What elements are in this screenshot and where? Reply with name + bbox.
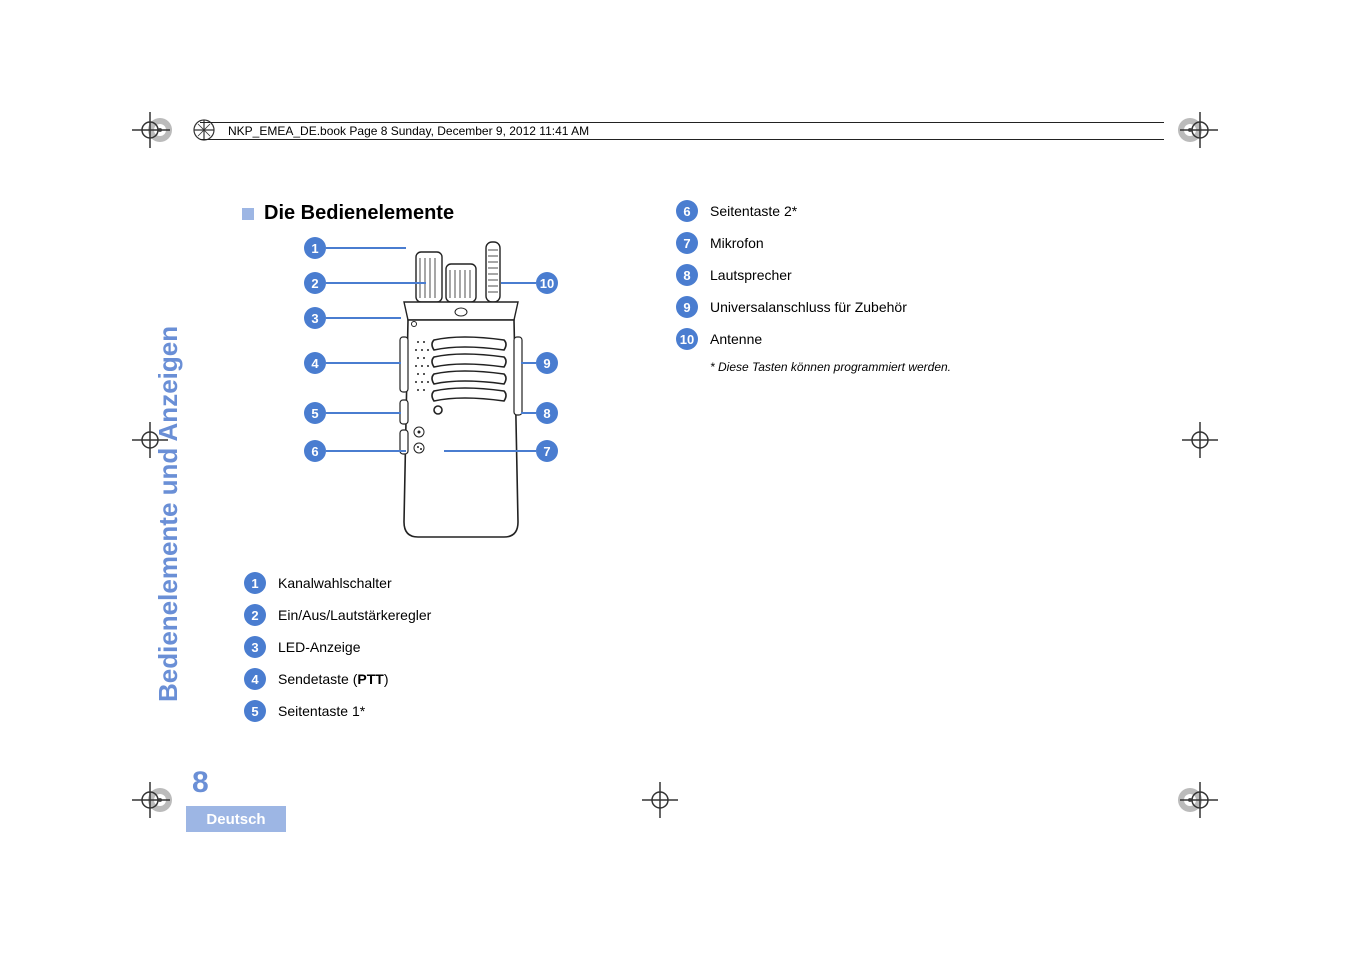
legend-label: LED-Anzeige [278,639,361,655]
diagram-callout-1: 1 [304,237,326,259]
legend-number: 9 [676,296,698,318]
page-number: 8 [192,766,209,800]
legend-number: 6 [676,200,698,222]
diagram-callout-10: 10 [536,272,558,294]
legend-row: 10 Antenne [676,328,1036,350]
diagram-callout-4: 4 [304,352,326,374]
legend-label: Seitentaste 1* [278,703,365,719]
diagram-callout-7: 7 [536,440,558,462]
diagram-leader-5 [326,412,401,414]
legend-right: 6 Seitentaste 2* 7 Mikrofon 8 Lautsprecher 9 Un… [676,200,1036,374]
diagram-leader-1 [326,247,406,249]
legend-label: Universalanschluss für Zubehör [710,299,907,315]
legend-number: 5 [244,700,266,722]
legend-label: Kanalwahlschalter [278,575,392,591]
legend-number: 8 [676,264,698,286]
legend-row: 7 Mikrofon [676,232,1036,254]
legend-row: 6 Seitentaste 2* [676,200,1036,222]
legend-row: 9 Universalanschluss für Zubehör [676,296,1036,318]
legend-number: 2 [244,604,266,626]
legend-label: Lautsprecher [710,267,792,283]
diagram-leader-2 [326,282,426,284]
legend-number: 1 [244,572,266,594]
print-reg-mark [1180,780,1220,820]
diagram-leader-4 [326,362,401,364]
legend-number: 3 [244,636,266,658]
legend-number: 7 [676,232,698,254]
legend-row: 5 Seitentaste 1* [244,700,564,722]
diagram-callout-3: 3 [304,307,326,329]
diagram-leader-6 [326,450,406,452]
legend-row: 2 Ein/Aus/Lautstärkeregler [244,604,564,626]
legend-left: 1 Kanalwahlschalter 2 Ein/Aus/Lautstärkereg… [244,572,564,732]
legend-row: 8 Lautsprecher [676,264,1036,286]
legend-number: 10 [676,328,698,350]
print-reg-mark [1180,420,1220,460]
diagram-leader-8 [521,412,536,414]
legend-number: 4 [244,668,266,690]
legend-row: 4 Sendetaste (PTT) [244,668,564,690]
diagram-leader-10 [501,282,536,284]
legend-label: Seitentaste 2* [710,203,797,219]
legend-row: 3 LED-Anzeige [244,636,564,658]
diagram-callout-2: 2 [304,272,326,294]
page-content: NKP_EMEA_DE.book Page 8 Sunday, December… [186,92,1164,832]
footnote: * Diese Tasten können programmiert werde… [710,360,1036,374]
side-section-label: Bedienelemente und Anzeigen [153,326,184,702]
diagram-leader-9 [521,362,536,364]
legend-label: Sendetaste (PTT) [278,671,389,687]
legend-label: Mikrofon [710,235,764,251]
header-text: NKP_EMEA_DE.book Page 8 Sunday, December… [228,124,589,138]
diagram-leader-3 [326,317,401,319]
title-bullet-icon [242,208,254,220]
diagram-callout-9: 9 [536,352,558,374]
print-reg-mark [1180,110,1220,150]
legend-label: Antenne [710,331,762,347]
radio-diagram: 1 2 3 4 5 6 7 8 9 10 [286,222,586,562]
diagram-callout-8: 8 [536,402,558,424]
print-reg-mark [130,780,170,820]
legend-label: Ein/Aus/Lautstärkeregler [278,607,431,623]
print-reg-mark [130,110,170,150]
diagram-callout-6: 6 [304,440,326,462]
diagram-leader-7 [444,450,536,452]
language-tab: Deutsch [186,806,286,832]
legend-row: 1 Kanalwahlschalter [244,572,564,594]
header-path: NKP_EMEA_DE.book Page 8 Sunday, December… [200,122,1164,140]
diagram-callout-5: 5 [304,402,326,424]
